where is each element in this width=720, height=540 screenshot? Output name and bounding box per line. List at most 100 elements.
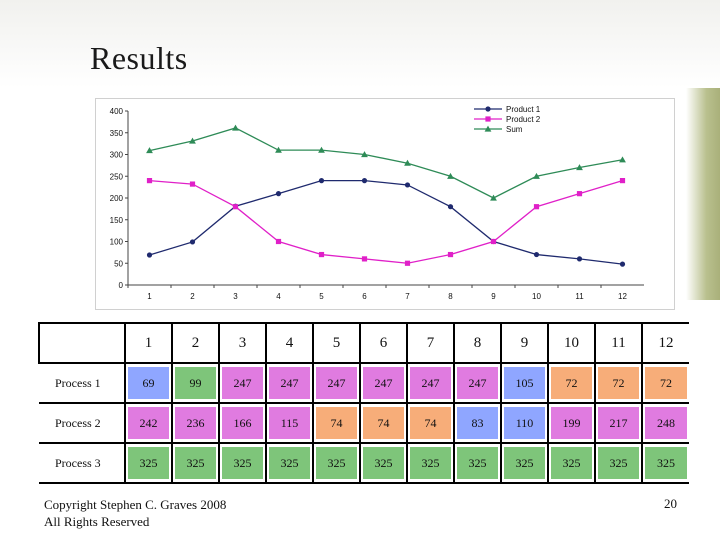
- x-tick-label: 9: [491, 292, 496, 301]
- column-header: 4: [265, 322, 313, 364]
- table-cell: 69: [124, 363, 172, 404]
- data-point: [485, 106, 491, 112]
- data-point: [447, 251, 454, 258]
- slide-title: Results: [90, 40, 188, 76]
- table-cell: 325: [312, 443, 360, 484]
- table-cell: 236: [171, 403, 219, 444]
- data-point: [404, 182, 411, 188]
- cell-value: 247: [457, 367, 498, 399]
- legend-label: Sum: [506, 125, 523, 134]
- table-cell: 242: [124, 403, 172, 444]
- data-point: [484, 125, 492, 132]
- cell-value: 247: [269, 367, 310, 399]
- data-point: [361, 178, 368, 184]
- cell-value: 325: [410, 447, 451, 479]
- legend-label: Product 2: [506, 115, 541, 124]
- line-chart: 0 50 100 150 200 250 300 350 400 1 2 3 4 5 6 7 8 9 10 11 12 P…: [95, 98, 675, 310]
- page-number: 20: [664, 496, 677, 511]
- data-point: [232, 124, 239, 131]
- data-point: [318, 178, 325, 184]
- y-tick-label: 200: [110, 194, 124, 203]
- data-point: [619, 156, 626, 163]
- column-header: 12: [641, 322, 689, 364]
- x-tick-label: 1: [147, 292, 152, 301]
- table-cell: 248: [641, 403, 689, 444]
- cell-value: 110: [504, 407, 545, 439]
- x-tick-label: 7: [405, 292, 410, 301]
- column-header: 9: [500, 322, 548, 364]
- x-tick-label: 11: [575, 292, 584, 301]
- cell-value: 74: [410, 407, 451, 439]
- data-point: [619, 261, 626, 267]
- cell-value: 325: [598, 447, 639, 479]
- row-label: Process 3: [39, 443, 125, 484]
- table-cell: 325: [265, 443, 313, 484]
- x-tick-label: 3: [233, 292, 238, 301]
- cell-value: 115: [269, 407, 310, 439]
- table-cell: 72: [641, 363, 689, 404]
- data-point: [232, 204, 239, 210]
- decorative-side-band: [686, 88, 720, 300]
- column-header: 10: [547, 322, 595, 364]
- y-tick-label: 400: [110, 107, 124, 116]
- cell-value: 247: [410, 367, 451, 399]
- cell-value: 74: [316, 407, 357, 439]
- table-cell: 74: [406, 403, 454, 444]
- cell-value: 247: [363, 367, 404, 399]
- cell-value: 325: [645, 447, 687, 479]
- cell-value: 325: [363, 447, 404, 479]
- data-point: [576, 256, 583, 262]
- data-point: [619, 178, 626, 184]
- column-header: 1: [124, 322, 172, 364]
- cell-value: 199: [551, 407, 592, 439]
- table-cell: 83: [453, 403, 501, 444]
- series-line: [149, 179, 623, 265]
- x-tick-label: 10: [532, 292, 541, 301]
- table-cell: 72: [547, 363, 595, 404]
- y-tick-label: 300: [110, 151, 124, 160]
- data-point: [404, 260, 411, 266]
- table-cell: 325: [171, 443, 219, 484]
- cell-value: 69: [128, 367, 169, 399]
- row-label: Process 2: [39, 403, 125, 444]
- table-cell: 325: [218, 443, 266, 484]
- table-row: Process 1 69 99 247 247 247 247 247 247 105 72 72 72: [39, 363, 689, 404]
- y-tick-label: 100: [110, 238, 124, 247]
- y-tick-label: 350: [110, 129, 124, 138]
- x-tick-label: 12: [618, 292, 627, 301]
- cell-value: 325: [269, 447, 310, 479]
- table-body: Process 1 69 99 247 247 247 247 247 247 105 72 72 72…: [39, 363, 689, 484]
- table-corner-cell: [38, 322, 125, 364]
- table-cell: 325: [453, 443, 501, 484]
- data-point: [318, 251, 325, 258]
- table-cell: 247: [265, 363, 313, 404]
- x-tick-label: 5: [319, 292, 324, 301]
- data-point: [576, 191, 583, 197]
- cell-value: 217: [598, 407, 639, 439]
- table-cell: 325: [124, 443, 172, 484]
- cell-value: 72: [598, 367, 639, 399]
- row-label: Process 1: [39, 363, 125, 404]
- table-cell: 325: [641, 443, 689, 484]
- data-point: [318, 146, 325, 153]
- data-point: [146, 178, 153, 184]
- data-point: [576, 164, 583, 171]
- column-header: 6: [359, 322, 407, 364]
- series-line: [149, 179, 623, 264]
- data-point: [533, 251, 540, 258]
- copyright-line-2: All Rights Reserved: [44, 514, 150, 529]
- data-point: [485, 116, 491, 122]
- table-cell: 325: [406, 443, 454, 484]
- table-header-row: 1 2 3 4 5 6 7 8 9 10 11 12: [38, 322, 689, 364]
- data-point: [447, 172, 454, 179]
- data-point: [533, 172, 540, 179]
- data-point: [189, 137, 196, 144]
- table-cell: 325: [500, 443, 548, 484]
- cell-value: 325: [222, 447, 263, 479]
- x-tick-label: 6: [362, 292, 367, 301]
- x-tick-label: 2: [190, 292, 195, 301]
- table-cell: 74: [359, 403, 407, 444]
- data-point: [146, 252, 153, 258]
- cell-value: 247: [222, 367, 263, 399]
